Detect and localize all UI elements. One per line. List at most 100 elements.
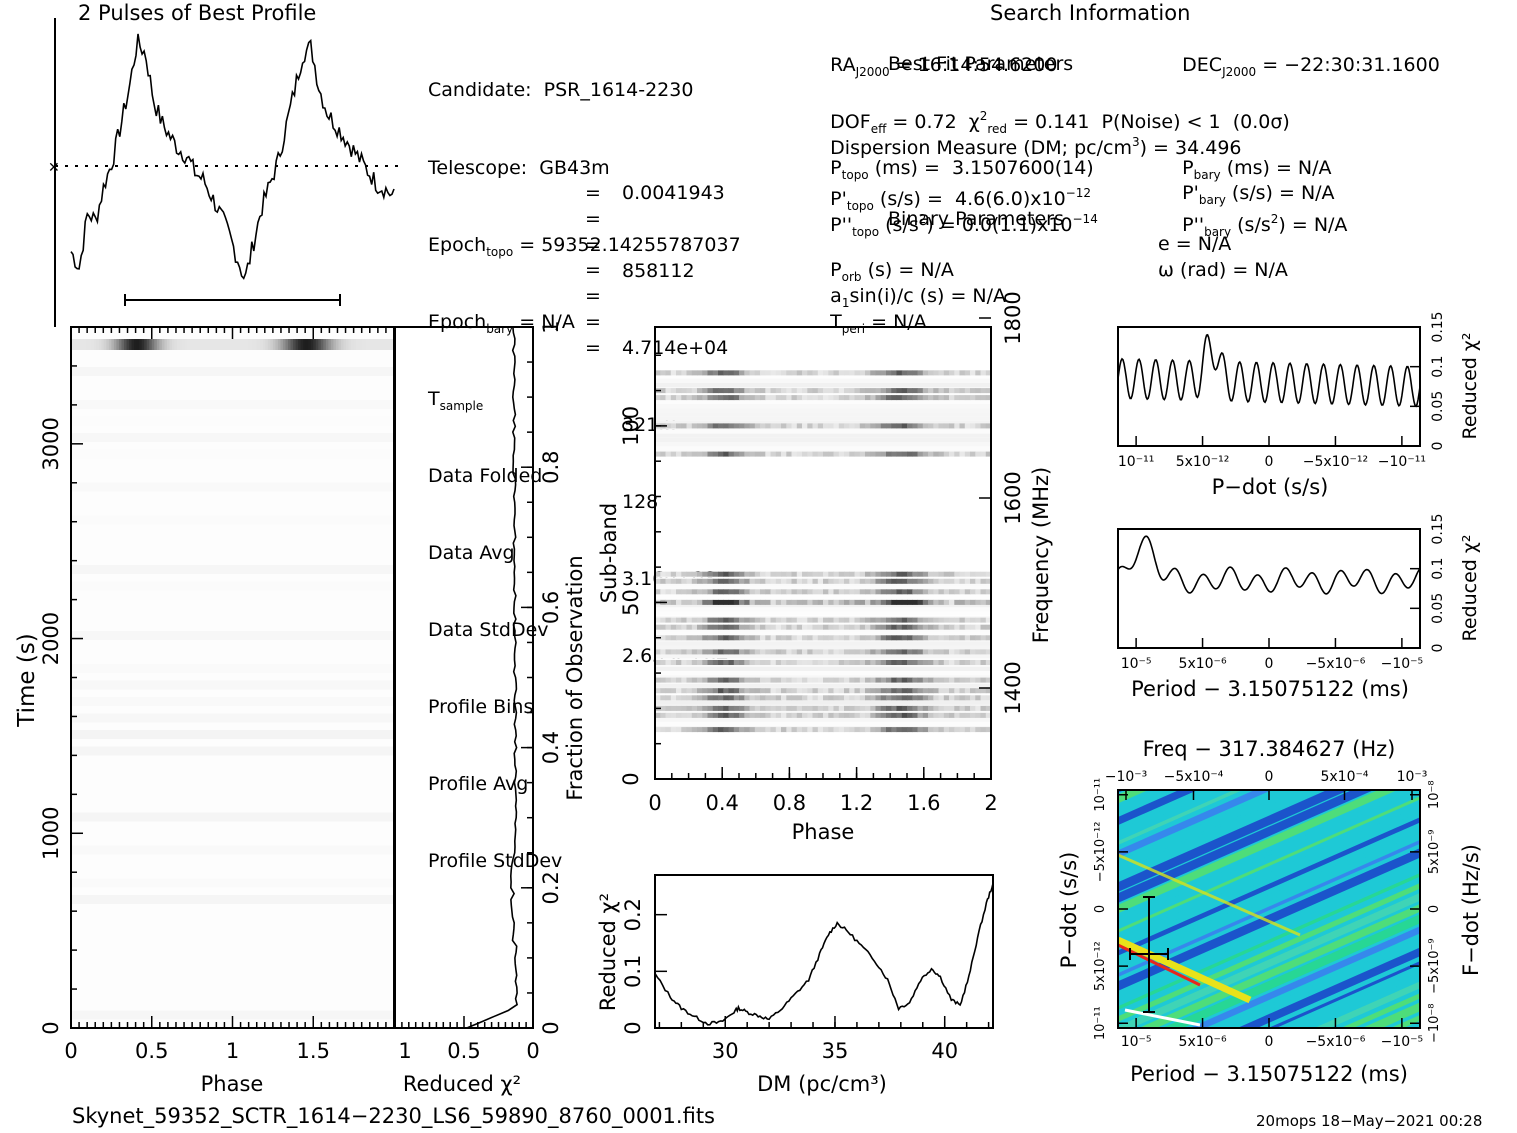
subband-cell — [723, 617, 730, 623]
subband-cell — [854, 624, 861, 630]
subband-cell — [980, 727, 987, 733]
subband-cell — [802, 617, 808, 623]
subband-cell — [922, 578, 929, 584]
subband-cell — [817, 624, 824, 630]
subband-cell — [812, 727, 819, 733]
pp-stripe — [1268, 961, 1420, 1028]
subband-cell — [970, 395, 976, 401]
subband-cell — [660, 660, 667, 665]
subband-cell — [928, 370, 934, 376]
subband-cell — [943, 712, 950, 718]
subband-cell — [838, 727, 845, 733]
subband-cell — [912, 695, 919, 701]
time-phase-cell — [303, 339, 307, 350]
subband-cell — [697, 388, 703, 394]
subband-cell — [686, 677, 693, 683]
time-phase-row — [72, 664, 393, 673]
subband-cell — [964, 578, 971, 584]
subband-cell — [691, 677, 698, 683]
subband-cell — [891, 624, 898, 630]
time-phase-row — [72, 433, 393, 442]
subband-cell — [670, 589, 677, 595]
subband-cell — [975, 370, 982, 376]
subband-cell — [849, 660, 856, 665]
pp-pdot-label: P−dot (s/s) — [1057, 852, 1081, 969]
subband-cell — [828, 571, 835, 577]
subband-cell — [739, 599, 745, 605]
time-phase-cell — [197, 339, 201, 350]
subband-cell — [681, 624, 688, 630]
subband-cell — [707, 624, 714, 630]
time-phase-cell — [159, 339, 163, 350]
subband-cell — [765, 688, 772, 694]
subband-cell — [854, 727, 861, 733]
sb-freq-label: 1600 — [1001, 471, 1025, 524]
subband-cell — [770, 677, 777, 683]
subband-cell — [954, 388, 961, 394]
time-phase-cell — [252, 339, 256, 350]
subband-cell — [775, 578, 782, 584]
subband-cell — [970, 677, 976, 683]
subband-cell — [985, 660, 991, 665]
profile-plot: ✕ — [48, 18, 398, 327]
subband-cell — [938, 705, 945, 711]
subband-cell — [712, 660, 719, 665]
subband-cell — [802, 423, 808, 429]
time-phase-cell — [149, 339, 153, 350]
subband-cell — [938, 695, 945, 701]
subband-cell — [775, 624, 782, 630]
subband-cell — [954, 660, 961, 665]
subband-cell — [791, 388, 798, 394]
ecc-line: e = N/A — [1158, 233, 1232, 255]
pp-stripe — [1162, 914, 1420, 1028]
subband-cell — [760, 388, 766, 394]
subband-cell — [718, 688, 724, 694]
subband-cell — [744, 705, 751, 711]
subband-cell — [786, 705, 793, 711]
subband-cell — [765, 578, 772, 584]
pp-ridge-red — [1118, 943, 1201, 987]
subband-cell — [838, 423, 845, 429]
subband-cell — [833, 599, 840, 605]
time-phase-cell — [323, 339, 327, 350]
small-xtick-label: −10⁻⁵ — [1381, 656, 1424, 672]
subband-cell — [728, 688, 735, 694]
subband-cell — [660, 370, 667, 376]
time-phase-row — [72, 680, 393, 690]
subband-cell — [807, 727, 814, 733]
subband-cell — [707, 599, 714, 605]
subband-cell — [655, 589, 661, 595]
subband-cell — [875, 695, 882, 701]
subband-cell — [691, 423, 698, 429]
subband-cell — [886, 370, 892, 376]
subband-cell — [723, 677, 730, 683]
subband-cell — [681, 370, 688, 376]
time-phase-row — [72, 730, 393, 739]
tp-ytick-label: 2000 — [39, 612, 63, 665]
frac-ytick-label: 0 — [539, 1021, 563, 1034]
ptopo-line: Ptopo (ms) = 3.1507600(14) — [830, 156, 1094, 182]
subband-cell — [676, 589, 682, 595]
subband-cell — [896, 395, 903, 401]
subband-cell — [886, 423, 892, 429]
subband-cell — [817, 589, 824, 595]
subband-cell — [875, 599, 882, 605]
subband-cell — [812, 388, 819, 394]
pp-period-label: Period − 3.15075122 (ms) — [1130, 1062, 1408, 1086]
subband-cell — [807, 423, 814, 429]
subband-cell — [728, 571, 735, 577]
subband-cell — [891, 660, 898, 665]
subband-cell — [681, 423, 688, 429]
subband-cell — [901, 649, 908, 655]
subband-cell — [865, 649, 871, 655]
subband-cell — [896, 370, 903, 376]
subband-cell — [970, 617, 976, 623]
subband-cell — [912, 395, 919, 401]
subband-cell — [907, 423, 913, 429]
subband-cell — [980, 695, 987, 701]
subband-cell — [823, 578, 829, 584]
subband-cell — [980, 677, 987, 683]
subband-cell — [691, 635, 698, 641]
subband-cell — [760, 727, 766, 733]
subband-cell — [786, 660, 793, 665]
